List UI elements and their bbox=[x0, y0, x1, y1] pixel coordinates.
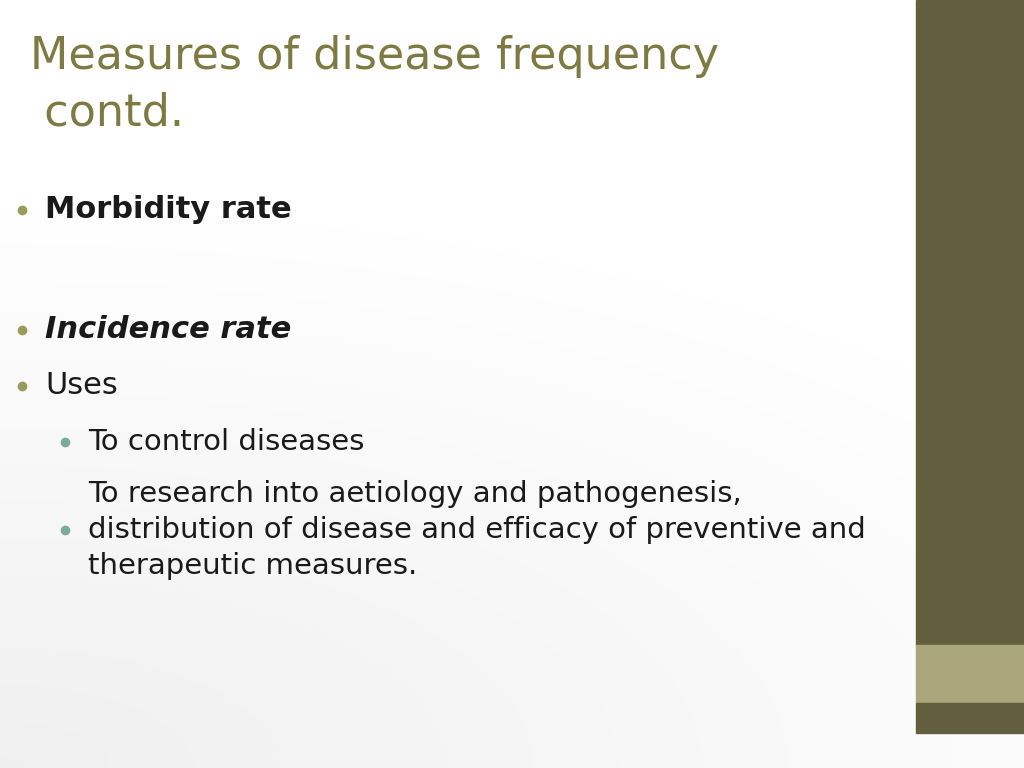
Text: To research into aetiology and pathogenesis,
distribution of disease and efficac: To research into aetiology and pathogene… bbox=[88, 480, 865, 580]
Text: To control diseases: To control diseases bbox=[88, 428, 365, 456]
Bar bbox=[916, 0, 1024, 645]
Text: Incidence rate: Incidence rate bbox=[45, 316, 291, 345]
Bar bbox=[916, 703, 1024, 733]
Text: Morbidity rate: Morbidity rate bbox=[45, 196, 292, 224]
Text: Measures of disease frequency: Measures of disease frequency bbox=[30, 35, 719, 78]
Text: Uses: Uses bbox=[45, 372, 118, 400]
Bar bbox=[916, 645, 1024, 703]
Text: contd.: contd. bbox=[30, 91, 184, 134]
